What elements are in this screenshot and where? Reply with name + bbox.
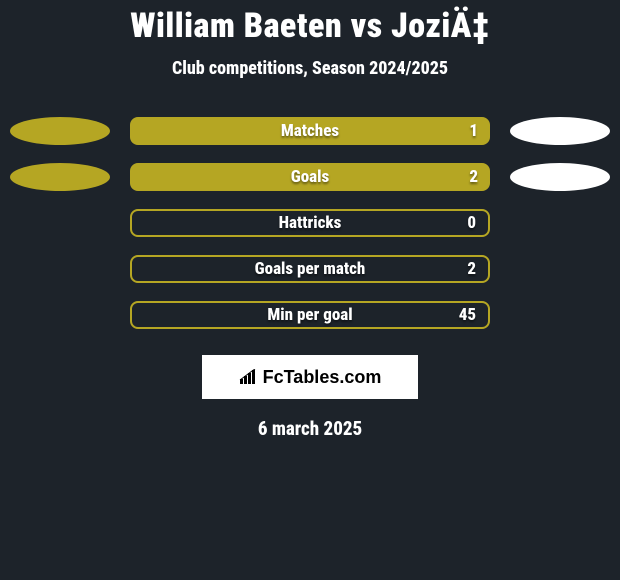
page-title: William Baeten vs JoziÄ‡ [0,6,620,46]
stat-row: Hattricks 0 [0,209,620,237]
logo-text: FcTables.com [263,367,382,388]
footer-date: 6 march 2025 [0,417,620,440]
player-right-marker [510,163,610,191]
subtitle: Club competitions, Season 2024/2025 [0,58,620,79]
stat-value: 1 [469,121,478,141]
chart-icon [239,369,257,385]
player-right-marker [510,117,610,145]
player-left-marker [10,117,110,145]
stat-row: Goals 2 [0,163,620,191]
comparison-infographic: William Baeten vs JoziÄ‡ Club competitio… [0,0,620,580]
player-right-marker [510,301,610,329]
stat-label: Matches [281,121,339,141]
stat-label: Goals [291,167,329,187]
stat-bar: Goals 2 [130,163,490,191]
stat-label: Hattricks [279,213,342,233]
stat-value: 0 [467,213,476,233]
stat-bar: Hattricks 0 [130,209,490,237]
stat-row: Min per goal 45 [0,301,620,329]
stat-bar: Goals per match 2 [130,255,490,283]
stat-label: Goals per match [255,259,366,279]
stat-value: 45 [459,305,476,325]
player-left-marker [10,209,110,237]
stat-row: Matches 1 [0,117,620,145]
stat-bar: Min per goal 45 [130,301,490,329]
stat-bar: Matches 1 [130,117,490,145]
stat-value: 2 [469,167,478,187]
player-right-marker [510,209,610,237]
player-left-marker [10,301,110,329]
stat-value: 2 [467,259,476,279]
stat-row: Goals per match 2 [0,255,620,283]
player-left-marker [10,255,110,283]
site-logo: FcTables.com [202,355,418,399]
player-right-marker [510,255,610,283]
player-left-marker [10,163,110,191]
stat-rows: Matches 1 Goals 2 Hattricks 0 Goals per match 2… [0,117,620,329]
stat-label: Min per goal [267,305,352,325]
